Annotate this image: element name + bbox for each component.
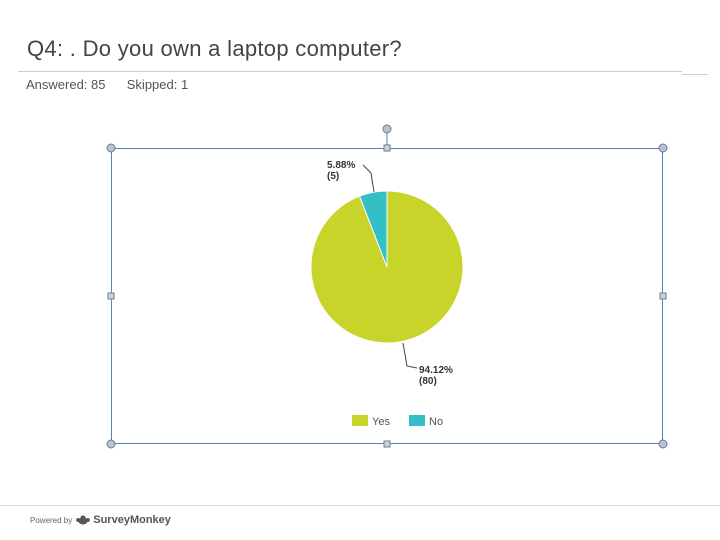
chart-legend: Yes No [352,415,443,428]
legend-label-yes: Yes [372,416,390,428]
monkey-logo-icon [76,515,91,525]
question-title: Q4: . Do you own a laptop computer? [27,36,402,61]
data-label-count-yes: (80) [419,376,437,387]
surveymonkey-logo[interactable]: SurveyMonkey [76,514,171,526]
powered-by-text: Powered by [30,515,73,525]
resize-handle-edge[interactable] [383,440,391,448]
legend-label-no: No [429,416,443,428]
pie-labels: 94.12%(80) 5.88%(5) [327,160,453,387]
pie-slices [310,190,464,344]
resize-handle-corner[interactable] [106,143,116,153]
selection-handles [106,124,668,449]
leader-line-yes [402,342,418,369]
data-label-percent-no: 5.88% [327,160,355,171]
data-label-count-no: (5) [327,171,339,182]
title-divider-right [682,74,708,75]
skipped-label: Skipped: [126,77,178,92]
resize-handle-corner[interactable] [106,439,116,449]
resize-handle-edge[interactable] [107,292,115,300]
answered-value: 85 [91,77,106,92]
legend-swatch-no [409,415,425,426]
resize-handle-corner[interactable] [658,439,668,449]
resize-handle-corner[interactable] [382,124,392,134]
resize-handle-corner[interactable] [658,143,668,153]
response-stats: Answered: 85 Skipped: 1 [26,77,188,92]
pie-slice-no [358,190,388,268]
resize-handle-edge[interactable] [659,292,667,300]
legend-swatch-yes [352,415,368,426]
brand-name: SurveyMonkey [93,514,171,526]
data-label-percent-yes: 94.12% [419,365,453,376]
skipped-value: 1 [180,77,189,92]
title-divider [18,71,682,72]
footer: Powered by SurveyMonkey [30,514,171,526]
leader-line-no [362,164,375,193]
footer-divider [0,505,720,506]
resize-handle-edge[interactable] [383,144,391,152]
answered-label: Answered: [26,77,88,92]
